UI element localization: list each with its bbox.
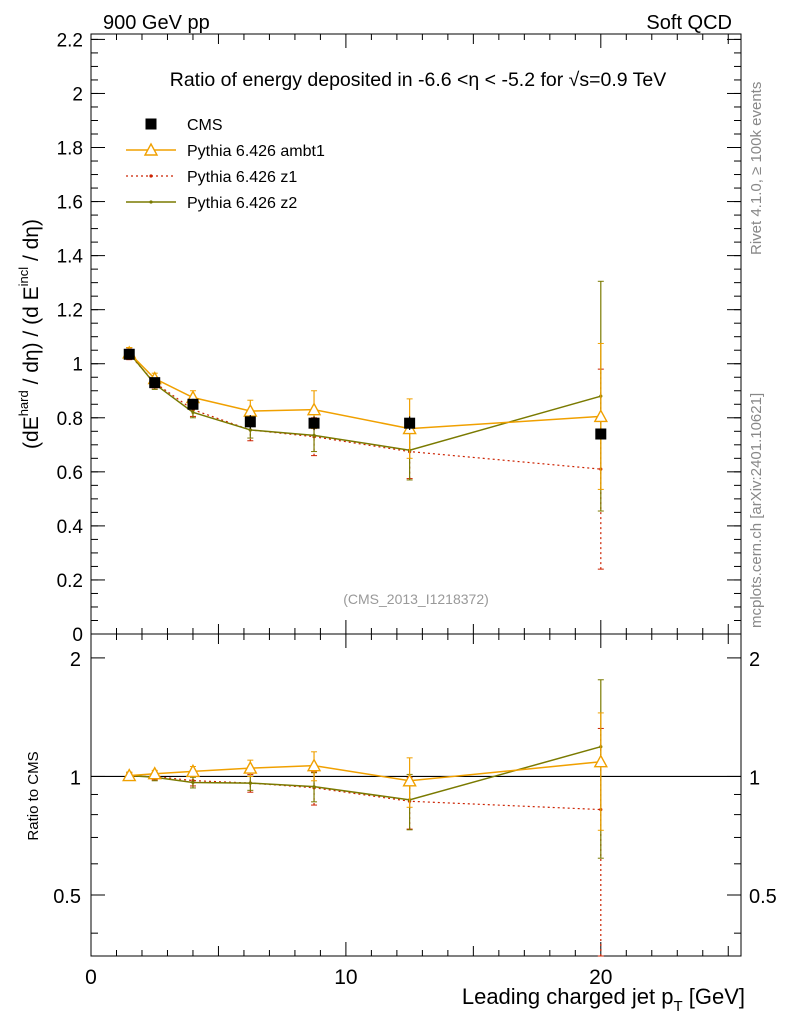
main-ytick-label: 1.8: [57, 139, 83, 160]
main-ytick-label: 1.4: [57, 247, 84, 268]
main-ytick-label: 0.6: [57, 463, 83, 484]
main-ytick-label: 0.8: [57, 409, 83, 430]
main-title: Ratio of energy deposited in -6.6 <η < -…: [170, 69, 667, 91]
main-ytick-label: 0.4: [57, 517, 84, 538]
main-panel: 0 0.2 0.4 0.6 0.8 1 1.2 1.4 1.6 1.8 2 2.2 Ratio of …: [16, 30, 742, 646]
xtick-label: 0: [85, 966, 97, 989]
legend-label: Pythia 6.426 z2: [187, 195, 297, 212]
ratio-y-axis-label: Ratio to CMS: [25, 751, 42, 840]
cms-marker: [123, 348, 135, 360]
main-ytick-label: 0: [72, 625, 83, 646]
z2-line: [128, 352, 602, 451]
z2-marker: [191, 410, 195, 414]
mcplots-label: mcplots.cern.ch [arXiv:2401.10621]: [748, 393, 765, 628]
xtick-label: 20: [589, 966, 612, 989]
z2-marker: [248, 428, 252, 432]
ambt1-marker: [306, 758, 322, 772]
ambt1-marker: [147, 766, 162, 780]
z2-marker: [312, 785, 316, 789]
series-z2: [126, 280, 604, 512]
header-right: Soft QCD: [646, 12, 732, 34]
ratio-axis-ticks: 0.5 0.51 12 20 10 20: [53, 634, 777, 989]
xlabel-text: Leading charged jet pT [GeV]: [462, 984, 745, 1015]
ratio-ytick-label-right: 0.5: [749, 886, 777, 908]
ambt1-marker: [593, 408, 608, 423]
ratio-ytick-label-right: 2: [749, 649, 760, 671]
main-axis-ticks: 0 0.2 0.4 0.6 0.8 1 1.2 1.4 1.6 1.8 2 2.2: [57, 30, 741, 646]
ratio-panel: 0.5 0.51 12 20 10 20 Ratio to CMS Leading cha…: [25, 633, 777, 1015]
legend-item-z2: Pythia 6.426 z2: [126, 195, 297, 212]
cms-marker: [308, 417, 320, 429]
cms-marker: [145, 118, 157, 130]
ambt1-marker: [306, 402, 322, 416]
cms-marker: [149, 377, 161, 389]
z2-marker: [312, 433, 316, 437]
legend-label: Pythia 6.426 ambt1: [187, 143, 325, 160]
ratio-series: [122, 679, 608, 957]
ratio-ytick-label: 1: [70, 767, 81, 789]
main-y-axis-label: (dEhard / dη) / (d Eincl / dη): [16, 219, 43, 449]
main-ytick-label: 1.6: [57, 193, 83, 214]
x-axis-label: Leading charged jet pT [GeV]: [462, 984, 745, 1015]
cms-marker: [595, 428, 607, 440]
ambt1-marker: [122, 768, 137, 782]
main-ytick-label: 1.2: [57, 301, 83, 322]
series-z1: [126, 727, 604, 957]
ambt1-marker: [593, 754, 608, 768]
ratio-ytick-label: 0.5: [53, 886, 81, 908]
series-ambt1: [122, 712, 608, 831]
z2-marker: [191, 780, 195, 785]
cms-marker: [404, 417, 416, 429]
ratio-ytick-label: 2: [70, 649, 81, 671]
main-ytick-label: 0.2: [57, 571, 83, 592]
legend-item-data: CMS: [145, 117, 223, 134]
ratio-ytick-label-right: 1: [749, 767, 760, 789]
z2-marker: [149, 200, 153, 204]
main-series: [122, 280, 608, 570]
ambt1-marker: [143, 142, 159, 156]
main-ylabel-text: (dEhard / dη) / (d Eincl / dη): [16, 219, 43, 449]
z2-marker: [248, 781, 252, 785]
cms-marker: [187, 398, 199, 410]
header-left: 900 GeV pp: [103, 12, 210, 34]
series-data: [123, 348, 607, 440]
ambt1-marker: [402, 773, 417, 787]
xtick-label: 10: [334, 966, 357, 989]
ambt1-line: [129, 760, 601, 782]
ratio-plot-frame: [90, 633, 742, 957]
z1-line: [128, 353, 601, 470]
legend-item-z1: Pythia 6.426 z1: [126, 169, 297, 186]
main-watermark: (CMS_2013_I1218372): [343, 591, 489, 607]
legend-label: Pythia 6.426 z1: [187, 169, 297, 186]
ratio-ylabel-text: Ratio to CMS: [25, 751, 42, 840]
legend: CMS Pythia 6.426 ambt1 Pythia 6.426 z1 Pyth…: [126, 117, 325, 212]
legend-item-ambt1: Pythia 6.426 ambt1: [126, 142, 325, 160]
series-z1: [126, 348, 604, 570]
ambt1-marker: [185, 763, 201, 778]
rivet-label: Rivet 4.1.0, ≥ 100k events: [748, 82, 765, 255]
z1-marker: [149, 174, 153, 178]
ambt1-line: [128, 352, 601, 430]
main-ytick-label: 2: [72, 84, 83, 105]
main-ytick-label: 1: [72, 355, 83, 376]
main-ytick-label: 2.2: [57, 30, 83, 51]
legend-label: CMS: [187, 117, 223, 134]
cms-marker: [244, 416, 256, 428]
ambt1-marker: [243, 760, 258, 774]
